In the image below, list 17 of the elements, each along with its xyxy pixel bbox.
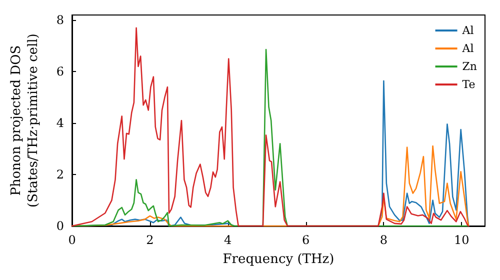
y-tick-label: 4 (56, 116, 64, 130)
legend-label: Al (461, 42, 474, 55)
x-tick-label: 6 (302, 233, 310, 247)
x-tick-label: 0 (68, 233, 76, 247)
x-axis-title: Frequency (THz) (222, 252, 334, 267)
legend-label: Zn (462, 60, 478, 73)
y-axis-title: Phonon projected DOS (States/THz·primitive cell) (9, 33, 41, 208)
legend-label: Al (461, 24, 474, 37)
x-tick-label: 4 (224, 233, 232, 247)
y-tick-label: 0 (56, 219, 64, 233)
y-tick-label: 6 (56, 64, 64, 79)
y-tick-label: 2 (56, 168, 64, 182)
legend-label: Te (462, 78, 476, 91)
x-tick-label: 2 (146, 233, 154, 247)
x-tick-label: 10 (454, 233, 470, 247)
x-tick-label: 8 (380, 233, 388, 247)
y-tick-label: 8 (56, 13, 64, 28)
